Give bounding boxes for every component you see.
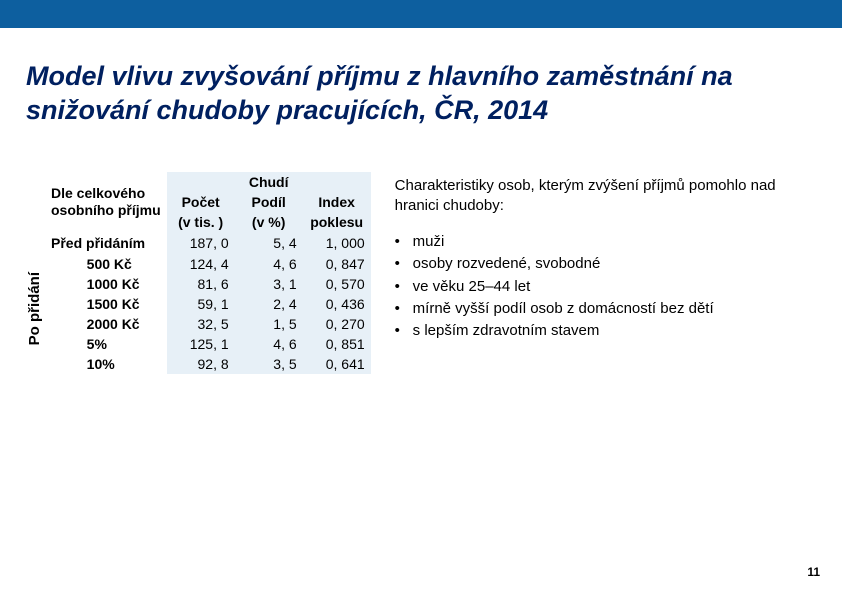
list-item: •s lepším zdravotním stavem	[395, 321, 816, 341]
cell-index: 0, 436	[303, 294, 371, 314]
table-row: Před přidáním 187, 0 5, 4 1, 000	[45, 232, 371, 254]
row-label: 500 Kč	[81, 254, 167, 274]
cell-pocet: 32, 5	[167, 314, 235, 334]
table-row: 500 Kč 124, 4 4, 6 0, 847	[45, 254, 371, 274]
cell-pocet: 187, 0	[167, 232, 235, 254]
top-accent-bar	[0, 0, 842, 28]
cell-podil: 2, 4	[235, 294, 303, 314]
list-item: •muži	[395, 232, 816, 252]
page-number: 11	[807, 565, 820, 579]
row-label: 1000 Kč	[81, 274, 167, 294]
table-row: 2000 Kč 32, 5 1, 5 0, 270	[45, 314, 371, 334]
data-table: Dle celkového osobního příjmu Chudí Poče…	[45, 172, 371, 374]
row-spacer	[45, 354, 81, 374]
cell-index: 0, 847	[303, 254, 371, 274]
table-row: 1000 Kč 81, 6 3, 1 0, 570	[45, 274, 371, 294]
bullet-dot-icon: •	[395, 321, 413, 341]
bullet-dot-icon: •	[395, 232, 413, 252]
row-label: 5%	[81, 334, 167, 354]
table-row: 1500 Kč 59, 1 2, 4 0, 436	[45, 294, 371, 314]
table-block: Po přidání Dle celkového osobního příjmu…	[26, 172, 371, 374]
cell-pocet: 81, 6	[167, 274, 235, 294]
bullet-text: osoby rozvedené, svobodné	[413, 254, 601, 274]
main-row: Po přidání Dle celkového osobního příjmu…	[26, 172, 816, 374]
bullet-text: muži	[413, 232, 445, 252]
cell-podil: 4, 6	[235, 334, 303, 354]
bullet-text: s lepším zdravotním stavem	[413, 321, 600, 341]
list-item: •mírně vyšší podíl osob z domácností bez…	[395, 299, 816, 319]
col1-l2: (v tis. )	[167, 212, 235, 232]
cell-podil: 4, 6	[235, 254, 303, 274]
col3-l2: poklesu	[303, 212, 371, 232]
cell-pocet: 59, 1	[167, 294, 235, 314]
list-item: •osoby rozvedené, svobodné	[395, 254, 816, 274]
row-label: Před přidáním	[45, 232, 167, 254]
table-row: 5% 125, 1 4, 6 0, 851	[45, 334, 371, 354]
row-label: 10%	[81, 354, 167, 374]
bullet-dot-icon: •	[395, 254, 413, 274]
cell-podil: 5, 4	[235, 232, 303, 254]
row-spacer	[45, 334, 81, 354]
cell-index: 0, 570	[303, 274, 371, 294]
cell-pocet: 125, 1	[167, 334, 235, 354]
table-row: 10% 92, 8 3, 5 0, 641	[45, 354, 371, 374]
cell-pocet: 92, 8	[167, 354, 235, 374]
row-spacer	[45, 254, 81, 274]
corner-line1: Dle celkového	[51, 185, 145, 201]
col3-l1: Index	[303, 192, 371, 212]
col1-l1: Počet	[167, 192, 235, 212]
cell-podil: 3, 5	[235, 354, 303, 374]
list-item: •ve věku 25–44 let	[395, 277, 816, 297]
row-spacer	[45, 274, 81, 294]
cell-index: 0, 641	[303, 354, 371, 374]
cell-index: 1, 000	[303, 232, 371, 254]
table-corner: Dle celkového osobního příjmu	[45, 172, 167, 232]
col-group-header: Chudí	[167, 172, 371, 192]
slide-content: Model vlivu zvyšování příjmu z hlavního …	[0, 28, 842, 374]
cell-pocet: 124, 4	[167, 254, 235, 274]
vertical-label: Po přidání	[26, 262, 43, 355]
col2-l1: Podíl	[235, 192, 303, 212]
vertical-label-col: Po přidání	[26, 172, 43, 374]
bullet-dot-icon: •	[395, 277, 413, 297]
bullet-text: mírně vyšší podíl osob z domácností bez …	[413, 299, 714, 319]
bullet-text: ve věku 25–44 let	[413, 277, 531, 297]
cell-index: 0, 270	[303, 314, 371, 334]
col2-l2: (v %)	[235, 212, 303, 232]
row-spacer	[45, 314, 81, 334]
cell-podil: 1, 5	[235, 314, 303, 334]
row-label: 1500 Kč	[81, 294, 167, 314]
row-label: 2000 Kč	[81, 314, 167, 334]
row-spacer	[45, 294, 81, 314]
slide-title: Model vlivu zvyšování příjmu z hlavního …	[26, 60, 816, 128]
corner-line2: osobního příjmu	[51, 202, 161, 218]
cell-podil: 3, 1	[235, 274, 303, 294]
bullet-dot-icon: •	[395, 299, 413, 319]
right-intro: Charakteristiky osob, kterým zvýšení pří…	[395, 176, 816, 217]
right-column: Charakteristiky osob, kterým zvýšení pří…	[395, 172, 816, 344]
bullet-list: •muži •osoby rozvedené, svobodné •ve věk…	[395, 232, 816, 341]
cell-index: 0, 851	[303, 334, 371, 354]
